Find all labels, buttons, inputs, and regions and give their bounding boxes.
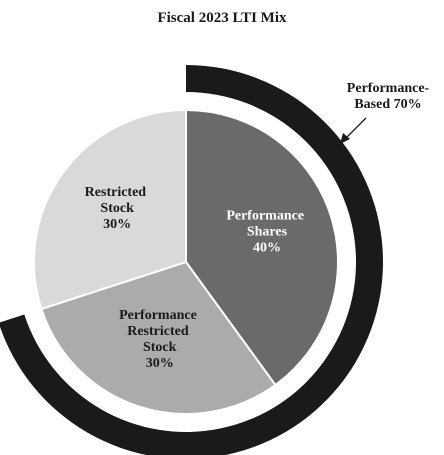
chart-title: Fiscal 2023 LTI Mix xyxy=(157,10,287,26)
pie-slice xyxy=(185,108,339,387)
annotation-arrowhead xyxy=(340,133,350,144)
slice-value-label: 30% xyxy=(103,217,131,232)
slice-value-label: 30% xyxy=(146,356,174,371)
slice-label: Performance Restricted Stock xyxy=(119,308,200,355)
slice-value-label: 40% xyxy=(253,241,281,256)
pie-slice xyxy=(40,260,277,415)
annotation-arrow xyxy=(343,117,367,141)
slice-label: Restricted Stock xyxy=(85,185,150,216)
slice-label: Performance Shares xyxy=(226,209,307,240)
annotation: Performance-Based 70% xyxy=(347,81,430,112)
pie-slice xyxy=(33,108,187,311)
